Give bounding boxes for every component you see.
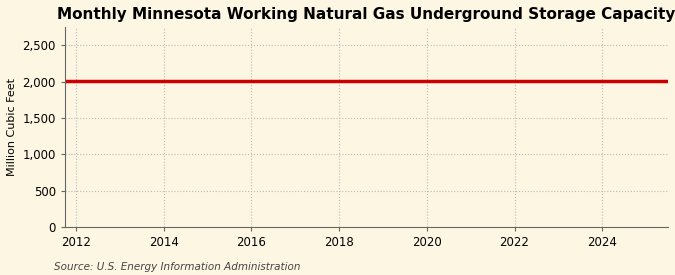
- Text: Source: U.S. Energy Information Administration: Source: U.S. Energy Information Administ…: [54, 262, 300, 272]
- Y-axis label: Million Cubic Feet: Million Cubic Feet: [7, 78, 17, 176]
- Title: Monthly Minnesota Working Natural Gas Underground Storage Capacity: Monthly Minnesota Working Natural Gas Un…: [57, 7, 675, 22]
